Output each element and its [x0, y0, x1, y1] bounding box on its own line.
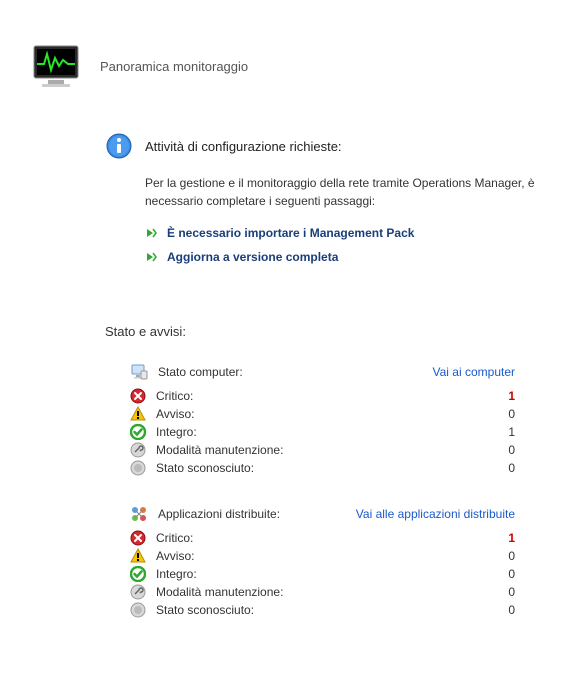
status-group: Applicazioni distribuite: Vai alle applic… — [130, 505, 515, 619]
healthy-icon — [130, 566, 146, 582]
config-action-row: È necessario importare i Management Pack — [145, 226, 545, 240]
status-row-label: Modalità manutenzione: — [156, 585, 283, 599]
status-row-value: 0 — [495, 443, 515, 457]
status-row-label: Critico: — [156, 531, 193, 545]
status-row-value: 0 — [495, 567, 515, 581]
status-group: Stato computer: Vai ai computer Critico: 1 A… — [130, 363, 515, 477]
status-row-value: 0 — [495, 461, 515, 475]
status-group-link[interactable]: Vai alle applicazioni distribuite — [356, 507, 515, 521]
status-row: Critico: 1 — [130, 387, 515, 405]
status-group-link[interactable]: Vai ai computer — [433, 365, 515, 379]
info-icon — [105, 132, 133, 160]
config-action-row: Aggiorna a versione completa — [145, 250, 545, 264]
computer-icon — [130, 363, 148, 381]
arrow-icon — [145, 251, 157, 263]
healthy-icon — [130, 424, 146, 440]
status-group-header: Stato computer: Vai ai computer — [130, 363, 515, 381]
maintenance-icon — [130, 442, 146, 458]
config-action-link[interactable]: Aggiorna a versione completa — [167, 250, 338, 264]
status-row-label: Integro: — [156, 425, 197, 439]
warning-icon — [130, 406, 146, 422]
status-row-value: 0 — [495, 585, 515, 599]
critical-icon — [130, 388, 146, 404]
status-row-value: 0 — [495, 407, 515, 421]
status-row: Stato sconosciuto: 0 — [130, 459, 515, 477]
status-row-value: 1 — [495, 531, 515, 545]
unknown-icon — [130, 602, 146, 618]
status-row-value: 1 — [495, 425, 515, 439]
status-row: Avviso: 0 — [130, 405, 515, 423]
maintenance-icon — [130, 584, 146, 600]
status-row: Modalità manutenzione: 0 — [130, 583, 515, 601]
status-row-label: Avviso: — [156, 549, 194, 563]
page-title: Panoramica monitoraggio — [100, 59, 248, 74]
warning-icon — [130, 548, 146, 564]
config-required-label: Attività di configurazione richieste: — [145, 139, 342, 154]
status-row-value: 1 — [495, 389, 515, 403]
apps-icon — [130, 505, 148, 523]
status-group-title: Stato computer: — [158, 365, 243, 379]
status-row: Integro: 0 — [130, 565, 515, 583]
status-row-label: Integro: — [156, 567, 197, 581]
status-group-header: Applicazioni distribuite: Vai alle applic… — [130, 505, 515, 523]
status-row-label: Critico: — [156, 389, 193, 403]
status-group-title: Applicazioni distribuite: — [158, 507, 280, 521]
status-row: Modalità manutenzione: 0 — [130, 441, 515, 459]
status-row: Avviso: 0 — [130, 547, 515, 565]
status-row-label: Modalità manutenzione: — [156, 443, 283, 457]
config-section: Attività di configurazione richieste: Pe… — [105, 132, 545, 264]
status-row: Critico: 1 — [130, 529, 515, 547]
status-row-value: 0 — [495, 603, 515, 617]
config-description: Per la gestione e il monitoraggio della … — [145, 174, 545, 210]
status-row-label: Avviso: — [156, 407, 194, 421]
arrow-icon — [145, 227, 157, 239]
critical-icon — [130, 530, 146, 546]
status-row-label: Stato sconosciuto: — [156, 461, 254, 475]
status-row-label: Stato sconosciuto: — [156, 603, 254, 617]
page-header: Panoramica monitoraggio — [30, 40, 545, 92]
status-header: Stato e avvisi: — [105, 324, 545, 339]
status-row-value: 0 — [495, 549, 515, 563]
unknown-icon — [130, 460, 146, 476]
config-action-link[interactable]: È necessario importare i Management Pack — [167, 226, 414, 240]
status-row: Integro: 1 — [130, 423, 515, 441]
status-row: Stato sconosciuto: 0 — [130, 601, 515, 619]
monitor-icon — [30, 40, 82, 92]
